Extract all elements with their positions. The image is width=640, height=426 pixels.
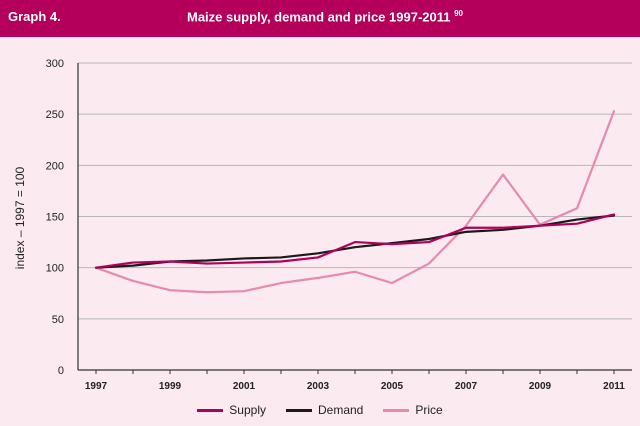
x-tick-label: 2011 [603, 381, 625, 392]
x-tick-label: 2001 [233, 381, 256, 392]
legend-item-demand: Demand [286, 403, 363, 417]
legend-swatch [197, 408, 224, 412]
series-line-supply [94, 213, 616, 269]
y-tick-label: 150 [46, 212, 64, 224]
legend: Supply Demand Price [0, 400, 640, 420]
legend-swatch [286, 408, 312, 412]
series-line-price [94, 109, 616, 294]
legend-item-supply: Supply [197, 403, 266, 417]
y-tick-label: 200 [46, 160, 64, 172]
y-axis-ticks: 0 50 100 150 200 250 300 [46, 58, 64, 377]
y-axis-label: index – 1997 = 100 [13, 166, 27, 269]
axes [77, 63, 632, 371]
legend-item-price: Price [383, 403, 443, 417]
plot-area-background [0, 37, 640, 426]
y-tick-label: 0 [58, 365, 64, 377]
legend-swatch [383, 408, 410, 412]
graph-label: Graph 4. [8, 9, 61, 24]
y-tick-label: 300 [46, 58, 64, 70]
legend-label: Demand [318, 403, 364, 417]
y-tick-label: 250 [46, 109, 64, 121]
title-footnote: 90 [454, 9, 464, 18]
x-tick-label: 2007 [455, 381, 478, 392]
x-tick-label: 2005 [381, 381, 404, 392]
legend-label: Supply [229, 403, 266, 417]
x-axis-ticks: 1997 1999 2001 2003 2005 2007 2009 2011 [85, 370, 625, 392]
x-tick-label: 2009 [529, 381, 552, 392]
x-tick-label: 2003 [307, 381, 330, 392]
legend-label: Price [415, 403, 443, 417]
grid-lines [78, 62, 632, 371]
chart-header: Graph 4. Maize supply, demand and price … [0, 0, 640, 37]
y-tick-label: 50 [52, 314, 64, 326]
x-tick-label: 1997 [85, 381, 108, 392]
y-tick-label: 100 [46, 263, 64, 275]
series-lines [94, 109, 616, 294]
x-tick-label: 1999 [159, 381, 182, 392]
chart-title-text: Maize supply, demand and price 1997-2011 [187, 9, 451, 25]
chart-title: Maize supply, demand and price 1997-2011… [187, 9, 463, 24]
